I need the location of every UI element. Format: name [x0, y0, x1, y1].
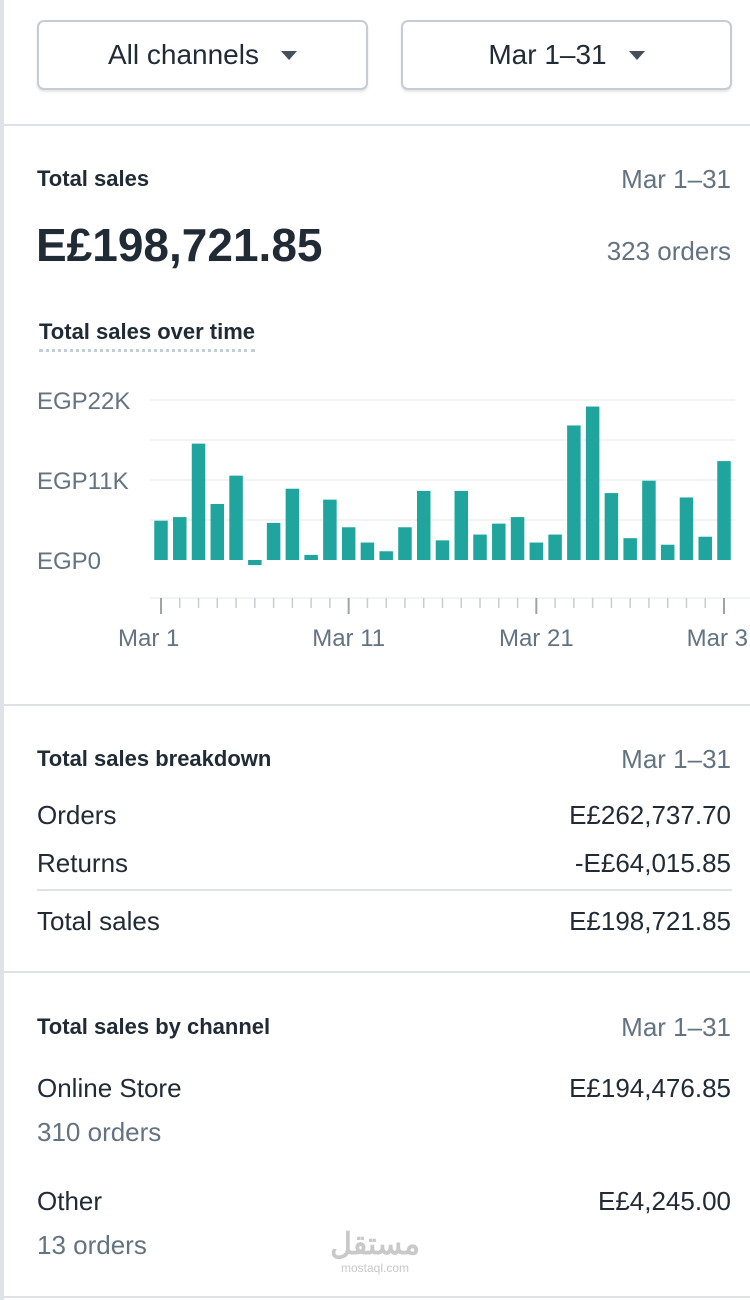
left-border [0, 0, 4, 1300]
bar [248, 560, 262, 566]
channel-orders: 310 orders [37, 1117, 162, 1147]
total-sales-date-range: Mar 1–31 [621, 164, 731, 194]
breakdown-total-label: Total sales [37, 906, 160, 936]
bar [416, 490, 431, 560]
bar [585, 406, 600, 560]
bar [304, 554, 318, 560]
channel-filter-label: All channels [108, 39, 259, 70]
watermark-logo: مستقل mostaql.com [320, 1228, 430, 1275]
bar [229, 475, 243, 560]
bar [717, 461, 731, 560]
divider [4, 971, 750, 973]
channel-filter-dropdown[interactable]: All channels [37, 20, 368, 90]
bar [360, 542, 375, 560]
total-sales-amount: E£198,721.85 [36, 219, 323, 271]
channel-card-title: Total sales by channel [37, 1014, 271, 1039]
bar [173, 517, 187, 560]
y-tick-label: EGP11K [37, 468, 129, 495]
breakdown-date-range: Mar 1–31 [621, 744, 731, 774]
bar [323, 499, 337, 560]
divider [4, 1296, 750, 1298]
bar [492, 523, 506, 560]
x-tick-label: Mar 1 [118, 625, 179, 652]
bar [567, 425, 581, 560]
caret-down-icon [628, 50, 645, 60]
channel-name: Online Store [37, 1073, 182, 1103]
x-tick-label: Mar 11 [312, 625, 385, 652]
channel-orders: 13 orders [37, 1230, 147, 1260]
y-tick-label: EGP22K [37, 388, 130, 415]
bar [698, 536, 712, 560]
sales-chart: EGP22K EGP11K EGP0 Mar 1 Mar 11 Mar 21 Mar 31 [37, 388, 750, 652]
bar [398, 527, 412, 560]
bar [210, 504, 225, 560]
bar [285, 488, 300, 560]
bar [548, 534, 562, 560]
bar [266, 522, 281, 560]
breakdown-total-divider [37, 889, 732, 891]
total-sales-orders: 323 orders [606, 236, 731, 266]
bar [454, 490, 469, 560]
bar [529, 542, 544, 560]
bar [473, 534, 487, 560]
breakdown-row-label: Returns [37, 848, 129, 878]
channel-value: E£194,476.85 [569, 1073, 731, 1103]
date-range-dropdown[interactable]: Mar 1–31 [401, 20, 732, 90]
bar [510, 517, 525, 560]
y-tick-label: EGP0 [37, 548, 101, 575]
channel-value: E£4,245.00 [597, 1186, 731, 1216]
breakdown-row-value: -E£64,015.85 [574, 848, 731, 878]
watermark-latin: mostaql.com [340, 1261, 410, 1275]
bar [341, 527, 356, 560]
bar [191, 443, 206, 560]
breakdown-title: Total sales breakdown [37, 746, 272, 771]
chart-title[interactable]: Total sales over time [39, 319, 256, 352]
bar [604, 493, 619, 560]
bar [679, 497, 694, 560]
date-range-label: Mar 1–31 [488, 39, 607, 70]
bar [379, 551, 393, 560]
bar [435, 540, 450, 560]
watermark-arabic: مستقل [330, 1228, 420, 1261]
bar [623, 538, 637, 560]
bar [642, 480, 656, 560]
divider [4, 124, 750, 126]
channel-card-date-range: Mar 1–31 [621, 1012, 731, 1042]
x-tick-label: Mar 21 [499, 625, 574, 652]
bar [154, 520, 168, 560]
bar [660, 544, 675, 560]
breakdown-row-value: E£262,737.70 [569, 800, 731, 830]
x-tick-label: Mar 31 [687, 625, 750, 652]
breakdown-total-value: E£198,721.85 [569, 906, 731, 936]
total-sales-title: Total sales [37, 166, 150, 191]
divider [4, 704, 750, 706]
channel-name: Other [37, 1186, 103, 1216]
breakdown-row-label: Orders [37, 800, 117, 830]
caret-down-icon [280, 50, 297, 60]
